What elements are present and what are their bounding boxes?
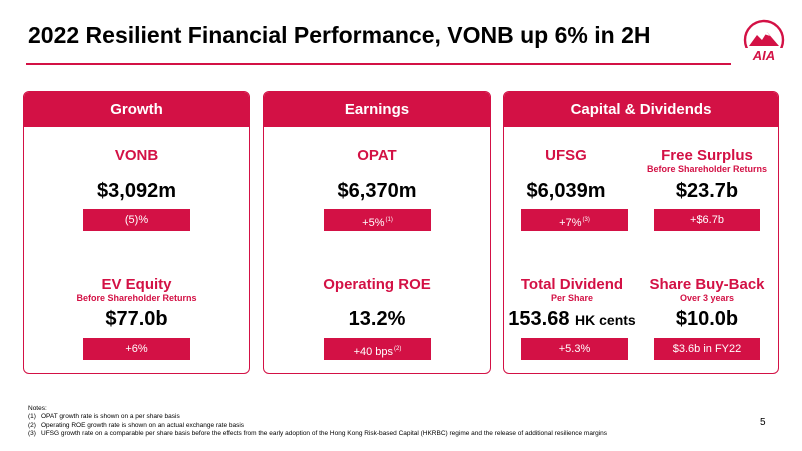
capital-dividends-header: Capital & Dividends <box>504 92 778 127</box>
title-divider <box>26 63 731 65</box>
share-buyback-sublabel: Over 3 years <box>679 293 735 303</box>
share-buyback-value: $10.0b <box>675 308 739 330</box>
free-surplus-growth-badge: +$6.7b <box>654 209 760 231</box>
footnote-number: (3) <box>28 430 36 438</box>
ufsg-label: UFSG <box>545 147 587 164</box>
ufsg-growth-text: +7% <box>559 217 582 229</box>
ufsg-footnote-ref: (3) <box>582 217 590 223</box>
operating-roe-growth-text: +40 bps <box>353 346 394 358</box>
ufsg-value: $6,039m <box>526 180 606 202</box>
total-dividend-unit: HK cents <box>575 312 636 328</box>
capital-dividends-panel: Capital & Dividends UFSG $6,039m +7%(3) … <box>503 91 779 374</box>
slide-title: 2022 Resilient Financial Performance, VO… <box>28 22 651 48</box>
total-dividend-amount: 153.68 <box>508 308 570 330</box>
free-surplus-metric: Free Surplus Before Shareholder Returns <box>644 147 770 174</box>
footnote-1: (1) OPAT growth rate is shown on a per s… <box>28 413 607 421</box>
operating-roe-value: 13.2% <box>348 308 406 330</box>
vonb-growth-badge: (5)% <box>83 209 190 231</box>
vonb-label: VONB <box>114 147 159 164</box>
growth-header: Growth <box>24 92 249 127</box>
growth-panel: Growth VONB $3,092m (5)% EV Equity Befor… <box>23 91 250 374</box>
opat-metric: OPAT <box>264 147 490 164</box>
opat-growth-text: +5% <box>362 217 385 229</box>
share-buyback-badge: $3.6b in FY22 <box>654 338 760 360</box>
earnings-panel: Earnings OPAT $6,370m +5%(1) Operating R… <box>263 91 491 374</box>
ufsg-metric: UFSG <box>504 147 628 164</box>
total-dividend-value: 153.68 HK cents <box>504 308 640 331</box>
operating-roe-label: Operating ROE <box>323 276 431 293</box>
free-surplus-sublabel: Before Shareholder Returns <box>646 164 768 174</box>
notes-heading: Notes: <box>28 405 47 412</box>
footnote-number: (1) <box>28 413 36 421</box>
operating-roe-metric: Operating ROE <box>264 276 490 293</box>
opat-growth-badge: +5%(1) <box>324 209 431 231</box>
opat-label: OPAT <box>357 147 397 164</box>
total-dividend-metric: Total Dividend Per Share <box>504 276 640 303</box>
total-dividend-label: Total Dividend <box>520 276 624 293</box>
opat-footnote-ref: (1) <box>385 217 393 223</box>
ufsg-growth-badge: +7%(3) <box>521 209 628 231</box>
footnote-3: (3) UFSG growth rate on a comparable per… <box>28 430 607 438</box>
aia-logo: AIA <box>742 19 786 63</box>
ev-equity-metric: EV Equity Before Shareholder Returns <box>24 276 249 303</box>
share-buyback-metric: Share Buy-Back Over 3 years <box>644 276 770 303</box>
ev-equity-value: $77.0b <box>105 308 168 330</box>
footnote-2: (2) Operating ROE growth rate is shown o… <box>28 422 607 430</box>
opat-value: $6,370m <box>337 180 417 202</box>
share-buyback-label: Share Buy-Back <box>649 276 765 293</box>
free-surplus-label: Free Surplus <box>661 147 753 164</box>
ev-equity-sublabel: Before Shareholder Returns <box>76 293 197 303</box>
total-dividend-growth-badge: +5.3% <box>521 338 628 360</box>
page-number: 5 <box>760 417 766 428</box>
operating-roe-growth-badge: +40 bps(2) <box>324 338 431 360</box>
vonb-metric: VONB <box>24 147 249 164</box>
total-dividend-sublabel: Per Share <box>550 293 594 303</box>
footnotes: Notes: (1) OPAT growth rate is shown on … <box>28 405 607 439</box>
footnote-text: OPAT growth rate is shown on a per share… <box>41 413 180 421</box>
vonb-value: $3,092m <box>97 180 176 202</box>
footnote-number: (2) <box>28 421 36 429</box>
earnings-header: Earnings <box>264 92 490 127</box>
logo-text: AIA <box>752 48 775 63</box>
ev-equity-growth-badge: +6% <box>83 338 190 360</box>
free-surplus-value: $23.7b <box>675 180 739 202</box>
footnote-text: Operating ROE growth rate is shown on an… <box>41 421 245 429</box>
operating-roe-footnote-ref: (2) <box>394 346 402 352</box>
ev-equity-label: EV Equity <box>101 276 172 293</box>
footnote-text: UFSG growth rate on a comparable per sha… <box>41 430 608 438</box>
